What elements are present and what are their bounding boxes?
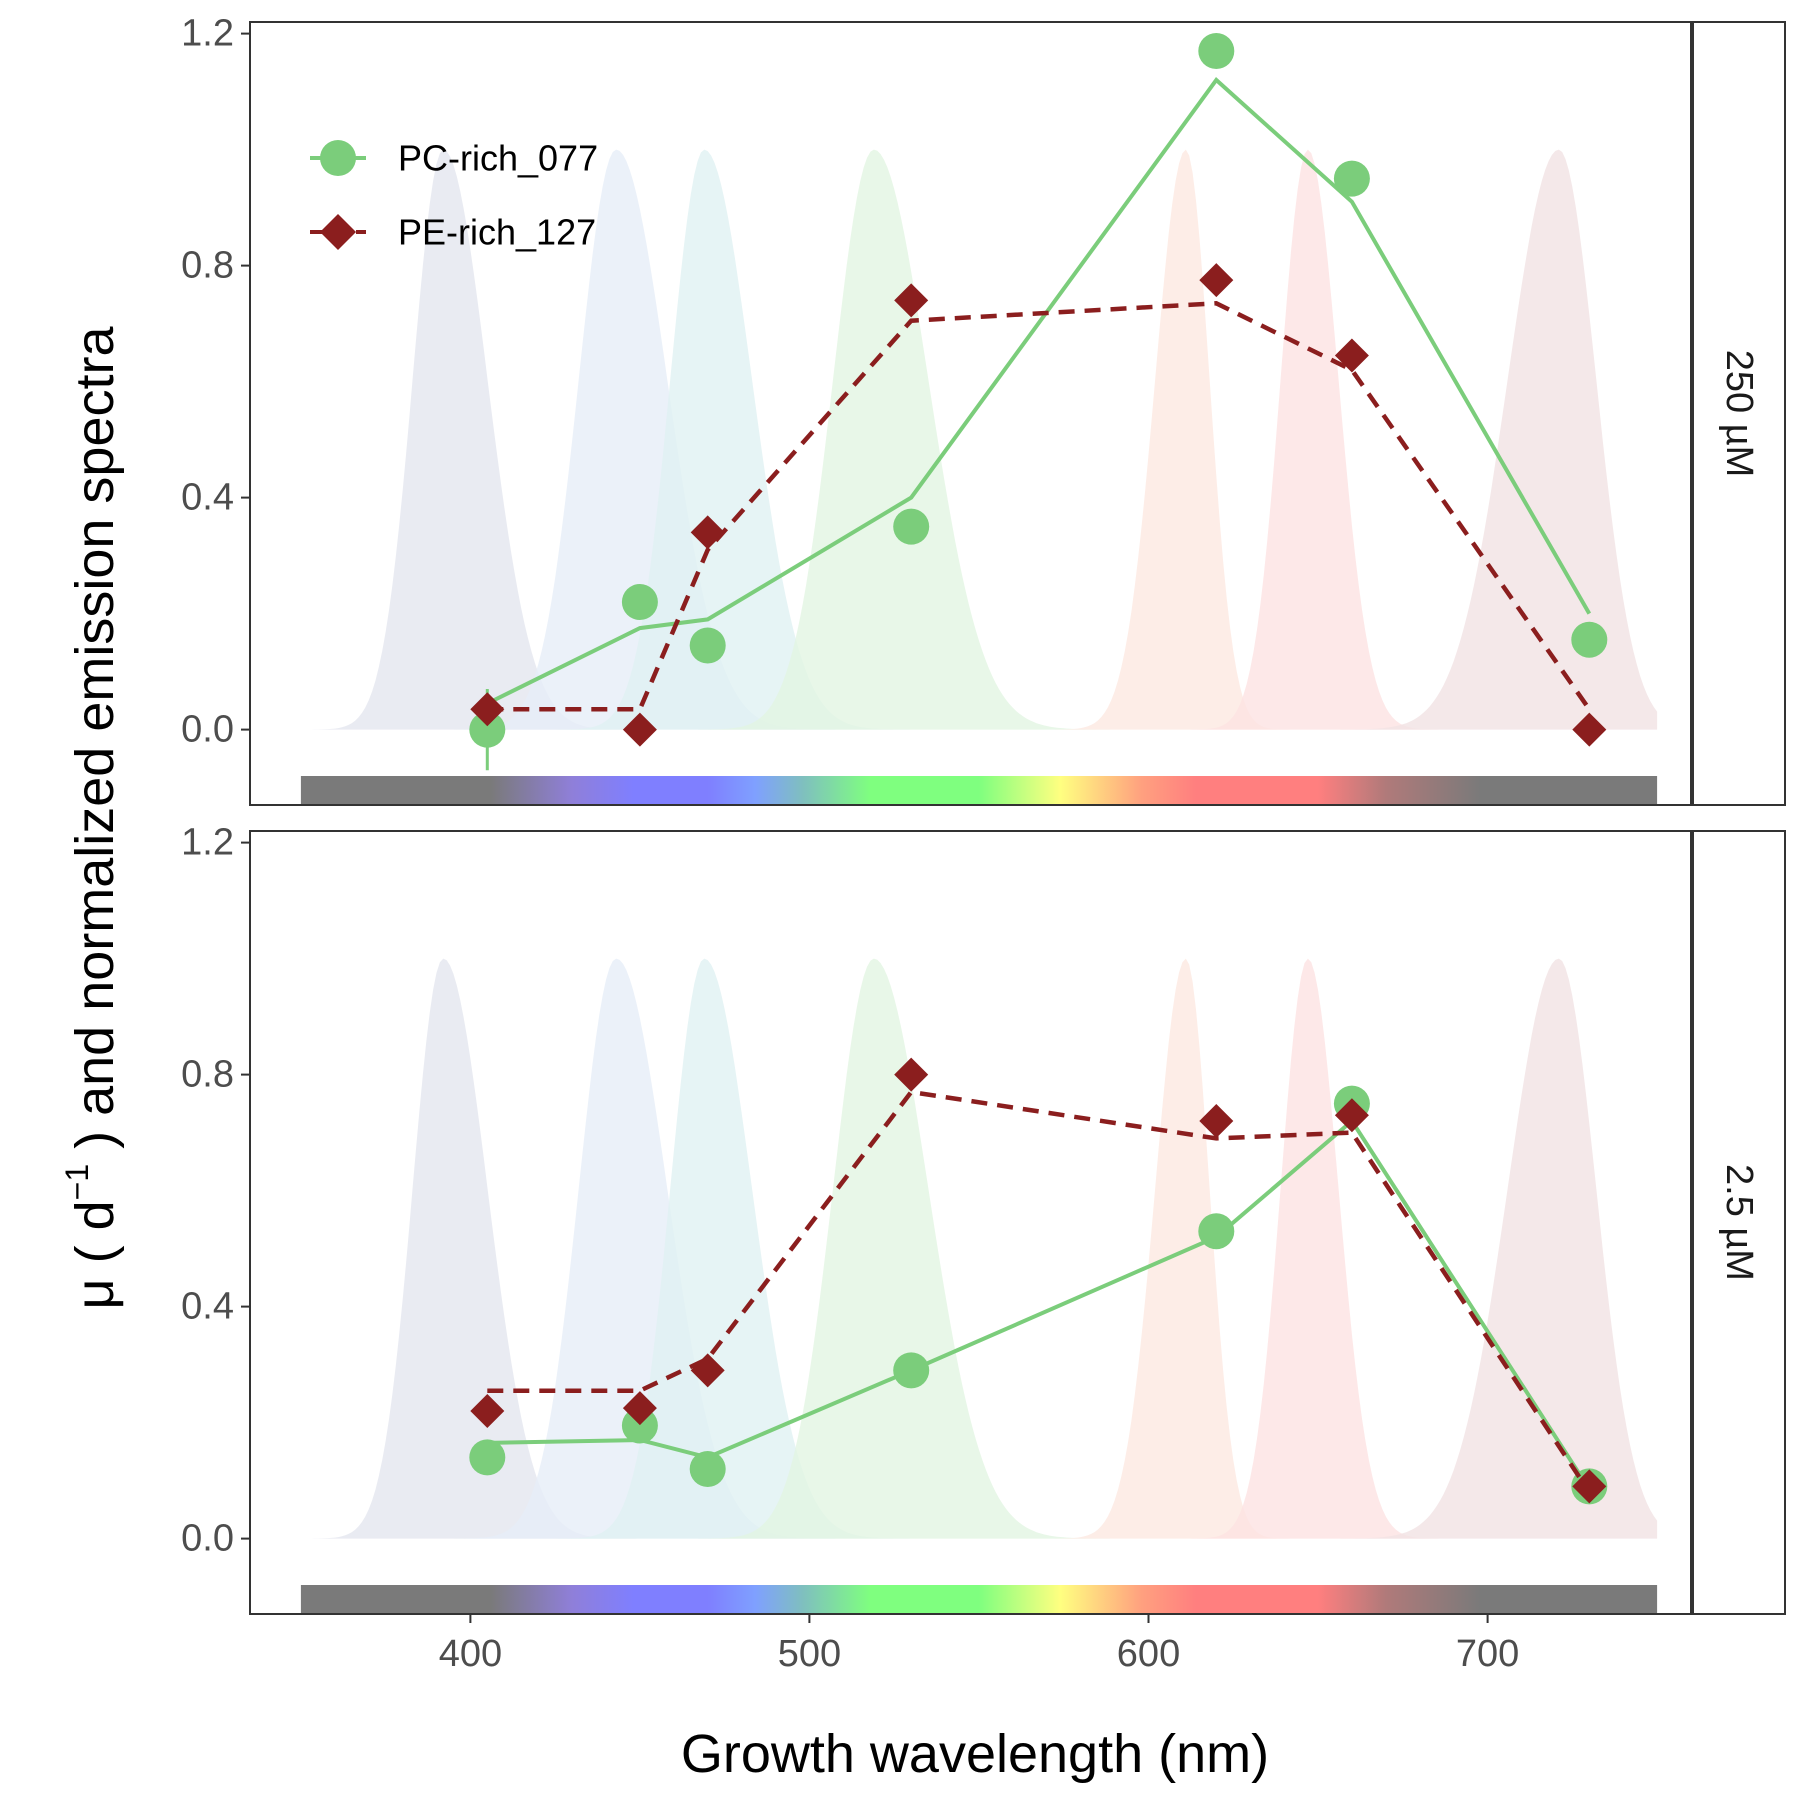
panel-2.5uM: 2.5 µM 0.0 0.4 0.8 1.2	[181, 822, 1786, 1615]
data-point-pe-rich	[1334, 338, 1369, 373]
y-axis-title-prefix: μ ( d	[65, 1200, 125, 1309]
emission-spectrum-721	[300, 958, 1658, 1539]
data-point-pc-rich	[893, 508, 930, 545]
fit-line-pe-rich	[487, 301, 1592, 712]
y-tick-label: 0.0	[181, 709, 234, 751]
spectrum-color-band	[300, 776, 1658, 805]
emission-spectrum-392	[300, 958, 1658, 1539]
emission-spectrum-647	[300, 958, 1658, 1539]
y-axis: 0.0 0.4 0.8 1.2	[181, 13, 250, 751]
spectrum-color-bar	[300, 1585, 1658, 1614]
x-axis-title: Growth wavelength (nm)	[681, 1724, 1269, 1784]
data-point-pe-rich	[1199, 1104, 1234, 1138]
spectrum-color-bar	[300, 776, 1658, 805]
data-point-pc-rich	[469, 1439, 506, 1476]
facet-strip	[1692, 830, 1786, 1615]
y-tick-label: 0.8	[181, 245, 234, 287]
data-point-pe-rich	[1572, 1469, 1607, 1504]
y-axis: 0.0 0.4 0.8 1.2	[181, 822, 250, 1560]
legend-key-circle	[320, 140, 356, 176]
data-point-pc-rich	[621, 1407, 658, 1444]
data-point-pe-rich	[1572, 712, 1607, 747]
emission-spectrum-392	[300, 149, 1658, 730]
y-tick-label: 1.2	[181, 13, 234, 55]
fit-line-pc-rich	[486, 77, 1592, 706]
panel-border	[249, 21, 1692, 806]
facet-strip-label: 250 µM	[1718, 350, 1760, 478]
data-point-pc-rich	[1198, 33, 1235, 69]
x-tick-label: 400	[439, 1633, 502, 1675]
y-axis-title: μ ( d−1 ) and normalized emission spectr…	[59, 326, 125, 1310]
growth-series	[469, 1057, 1608, 1505]
data-point-pe-rich	[622, 1391, 657, 1426]
x-tick-label: 500	[778, 1633, 841, 1675]
spectrum-color-band	[300, 1585, 1658, 1614]
y-tick-label: 0.4	[181, 477, 234, 519]
data-point-pe-rich	[690, 1353, 725, 1388]
data-point-pe-rich	[894, 283, 929, 318]
y-tick-label: 0.4	[181, 1286, 234, 1328]
y-tick-label: 0.8	[181, 1054, 234, 1096]
data-point-pc-rich	[621, 584, 658, 620]
x-axis: 400 500 600 700	[439, 1614, 1519, 1675]
data-point-pe-rich	[470, 1394, 505, 1428]
data-point-pc-rich	[689, 627, 726, 664]
data-point-pc-rich	[1571, 621, 1608, 658]
data-point-pe-rich	[622, 712, 657, 747]
panel-250uM: 250 µM 0.0 0.4 0.8 1.2	[181, 13, 1786, 806]
data-point-pc-rich	[1198, 1213, 1235, 1250]
panel-border	[249, 830, 1692, 1615]
y-tick-label: 0.0	[181, 1518, 234, 1560]
x-tick-label: 700	[1456, 1633, 1519, 1675]
legend: PC-rich_077 PE-rich_127	[310, 138, 598, 253]
legend-key-diamond	[320, 214, 356, 250]
facet-strip-label: 2.5 µM	[1718, 1164, 1760, 1281]
legend-label: PC-rich_077	[398, 138, 598, 179]
data-point-pc-rich	[1333, 160, 1370, 197]
data-point-pc-rich	[689, 1451, 726, 1487]
emission-spectrum-721	[300, 149, 1658, 730]
legend-item-pc-rich: PC-rich_077	[310, 138, 598, 179]
data-point-pe-rich	[1334, 1098, 1369, 1133]
legend-item-pe-rich: PE-rich_127	[310, 212, 596, 253]
y-axis-title-superscript: −1	[59, 1164, 95, 1200]
growth-series	[469, 33, 1608, 771]
data-point-pe-rich	[690, 515, 725, 550]
data-point-pe-rich	[470, 692, 505, 727]
data-point-pe-rich	[1199, 263, 1234, 298]
facet-strip	[1692, 21, 1786, 806]
y-axis-title-suffix: ) and normalized emission spectra	[65, 326, 125, 1164]
data-point-pe-rich	[894, 1057, 929, 1092]
data-point-pc-rich	[893, 1352, 930, 1389]
y-tick-label: 1.2	[181, 822, 234, 864]
x-tick-label: 600	[1117, 1633, 1180, 1675]
legend-label: PE-rich_127	[398, 212, 596, 253]
data-point-pc-rich	[469, 711, 506, 748]
emission-spectrum-647	[300, 149, 1658, 730]
